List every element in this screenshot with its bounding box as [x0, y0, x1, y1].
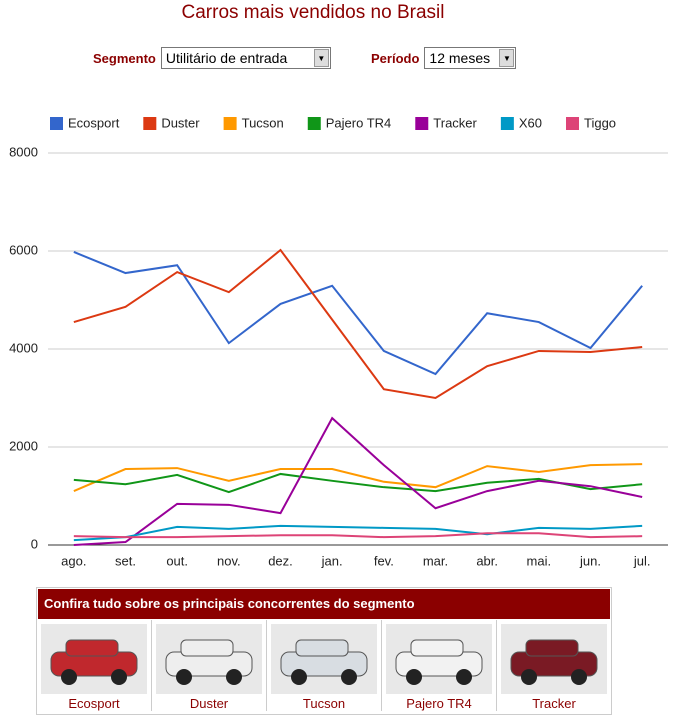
series-line — [73, 251, 643, 376]
segment-control: Segmento Utilitário de entrada ▼ — [93, 47, 331, 69]
car-image — [271, 624, 377, 694]
car-item[interactable]: Tucson — [267, 620, 382, 711]
car-list: Ecosport Duster Tucson Pajero TR4 Tracker — [37, 620, 611, 711]
car-image — [156, 624, 262, 694]
series-line — [73, 532, 643, 539]
legend-label: Tucson — [242, 115, 284, 130]
x-tick-label: jun. — [579, 553, 601, 568]
legend-swatch — [415, 117, 429, 130]
x-tick-label: fev. — [374, 553, 394, 568]
period-control: Período 12 meses ▼ — [371, 47, 517, 69]
car-image — [41, 624, 147, 694]
y-tick-label: 2000 — [9, 438, 38, 453]
car-label: Duster — [189, 696, 229, 711]
control-label: Segmento — [93, 50, 156, 66]
series-line — [73, 416, 643, 546]
dropdown-value: 12 meses — [429, 50, 491, 66]
series-line — [73, 248, 643, 400]
y-tick-label: 4000 — [9, 340, 38, 355]
car-item[interactable]: Tracker — [497, 620, 611, 711]
dropdown-arrow[interactable]: ▼ — [499, 49, 515, 67]
x-tick-label: set. — [115, 553, 136, 568]
control-label: Período — [371, 50, 420, 66]
car-image — [386, 624, 492, 694]
chart: 0 2000 4000 6000 8000 ago. set. out. nov. dez. jan… — [9, 115, 668, 568]
x-tick-label: ago. — [61, 553, 86, 568]
legend-swatch — [50, 117, 63, 130]
dropdown[interactable]: 12 meses ▼ — [424, 47, 517, 69]
car-label: Tracker — [532, 696, 576, 711]
legend-swatch — [566, 117, 579, 130]
car-item[interactable]: Duster — [152, 620, 267, 711]
car-image — [501, 624, 607, 694]
competitors-panel: Confira tudo sobre os principais concorr… — [36, 587, 612, 715]
x-tick-label: out. — [166, 553, 188, 568]
legend-label: Tiggo — [584, 115, 616, 130]
car-label: Pajero TR4 — [406, 696, 472, 711]
car-item[interactable]: Ecosport — [37, 620, 152, 711]
legend-label: Duster — [161, 115, 200, 130]
x-tick-label: jan. — [321, 553, 343, 568]
legend-label: X60 — [519, 115, 542, 130]
x-tick-label: jul. — [633, 553, 651, 568]
legend-swatch — [307, 117, 321, 130]
car-label: Tucson — [302, 696, 346, 711]
car-item[interactable]: Pajero TR4 — [382, 620, 497, 711]
car-label: Ecosport — [68, 696, 120, 711]
legend-label: Pajero TR4 — [326, 115, 392, 130]
series-line — [73, 472, 643, 494]
x-tick-label: dez. — [268, 553, 293, 568]
series-line — [73, 524, 643, 542]
dropdown[interactable]: Utilitário de entrada ▼ — [160, 47, 331, 69]
legend-label: Tracker — [433, 115, 477, 130]
series-line — [73, 463, 643, 493]
x-tick-label: mar. — [423, 553, 448, 568]
y-tick-label: 0 — [31, 536, 38, 551]
panel-title: Confira tudo sobre os principais concorr… — [38, 589, 610, 619]
legend-swatch — [500, 117, 514, 130]
legend-swatch — [223, 117, 237, 130]
y-tick-label: 8000 — [9, 144, 38, 159]
legend-swatch — [143, 117, 157, 130]
x-tick-label: abr. — [476, 553, 498, 568]
x-tick-label: nov. — [217, 553, 241, 568]
y-tick-label: 6000 — [9, 242, 38, 257]
dropdown-arrow[interactable]: ▼ — [313, 49, 329, 67]
dropdown-value: Utilitário de entrada — [165, 50, 288, 66]
page-title: Carros mais vendidos no Brasil — [181, 2, 445, 23]
x-tick-label: mai. — [527, 553, 552, 568]
legend-label: Ecosport — [68, 115, 120, 130]
